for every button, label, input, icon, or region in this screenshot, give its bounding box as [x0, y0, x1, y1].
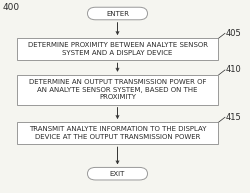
FancyBboxPatch shape — [88, 167, 148, 180]
FancyBboxPatch shape — [88, 7, 148, 20]
FancyBboxPatch shape — [18, 38, 218, 60]
Text: TRANSMIT ANALYTE INFORMATION TO THE DISPLAY
DEVICE AT THE OUTPUT TRANSMISSION PO: TRANSMIT ANALYTE INFORMATION TO THE DISP… — [29, 126, 206, 140]
Text: ENTER: ENTER — [106, 10, 129, 17]
Text: DETERMINE AN OUTPUT TRANSMISSION POWER OF
AN ANALYTE SENSOR SYSTEM, BASED ON THE: DETERMINE AN OUTPUT TRANSMISSION POWER O… — [29, 79, 206, 100]
Text: 400: 400 — [2, 3, 20, 12]
Text: 405: 405 — [226, 29, 241, 38]
FancyBboxPatch shape — [18, 75, 218, 105]
Text: 415: 415 — [226, 113, 241, 122]
Text: DETERMINE PROXIMITY BETWEEN ANALYTE SENSOR
SYSTEM AND A DISPLAY DEVICE: DETERMINE PROXIMITY BETWEEN ANALYTE SENS… — [28, 42, 208, 56]
Text: EXIT: EXIT — [110, 171, 125, 177]
FancyBboxPatch shape — [18, 122, 218, 144]
Text: 410: 410 — [226, 65, 241, 74]
